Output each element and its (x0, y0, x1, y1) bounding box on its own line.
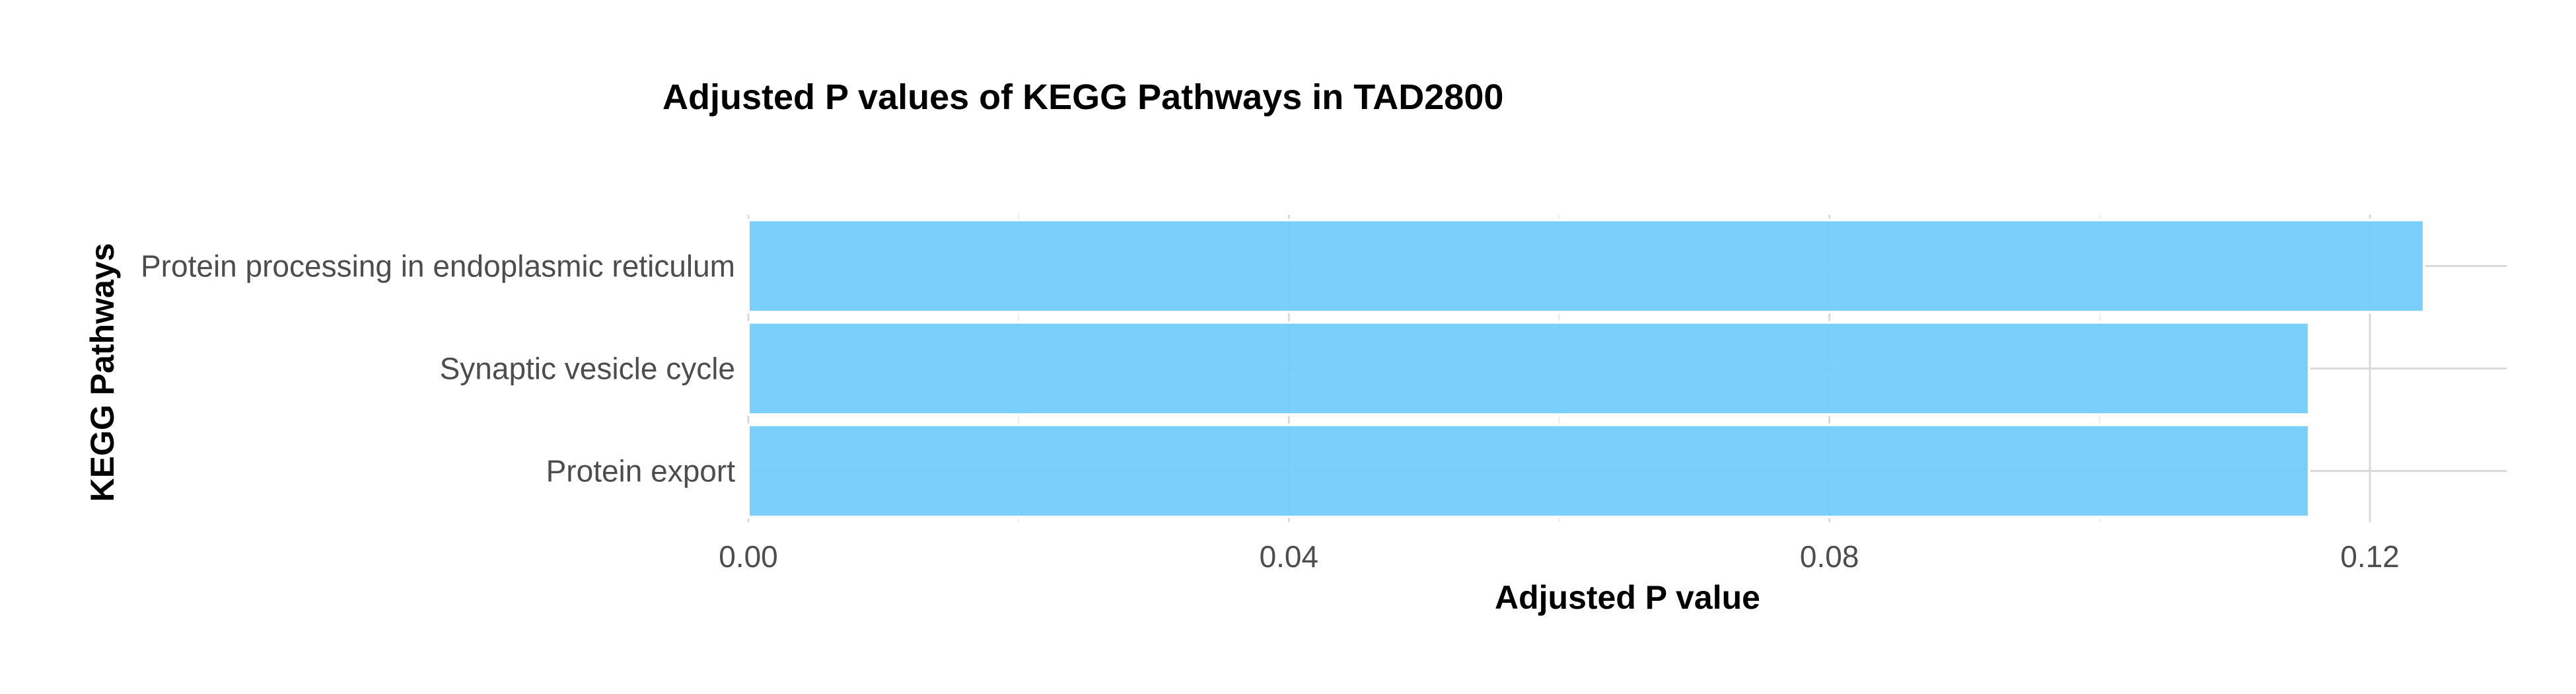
y-tick-labels: Protein processing in endoplasmic reticu… (141, 249, 735, 488)
y-tick-label: Protein export (546, 454, 736, 488)
bar (747, 423, 2310, 519)
bar (747, 321, 2310, 416)
x-tick-label: 0.04 (1260, 539, 1319, 574)
x-tick-label: 0.12 (2340, 539, 2400, 574)
y-tick-label: Synaptic vesicle cycle (440, 352, 735, 386)
y-axis-label: KEGG Pathways (84, 243, 121, 502)
bar (747, 218, 2425, 314)
chart-title: Adjusted P values of KEGG Pathways in TA… (662, 77, 1503, 117)
bars (747, 218, 2425, 519)
y-tick-label: Protein processing in endoplasmic reticu… (141, 249, 735, 284)
x-tick-label: 0.08 (1800, 539, 1859, 574)
x-tick-labels: 0.00 0.04 0.08 0.12 (719, 539, 2400, 574)
x-tick-label: 0.00 (719, 539, 778, 574)
x-axis-label: Adjusted P value (1495, 579, 1760, 616)
